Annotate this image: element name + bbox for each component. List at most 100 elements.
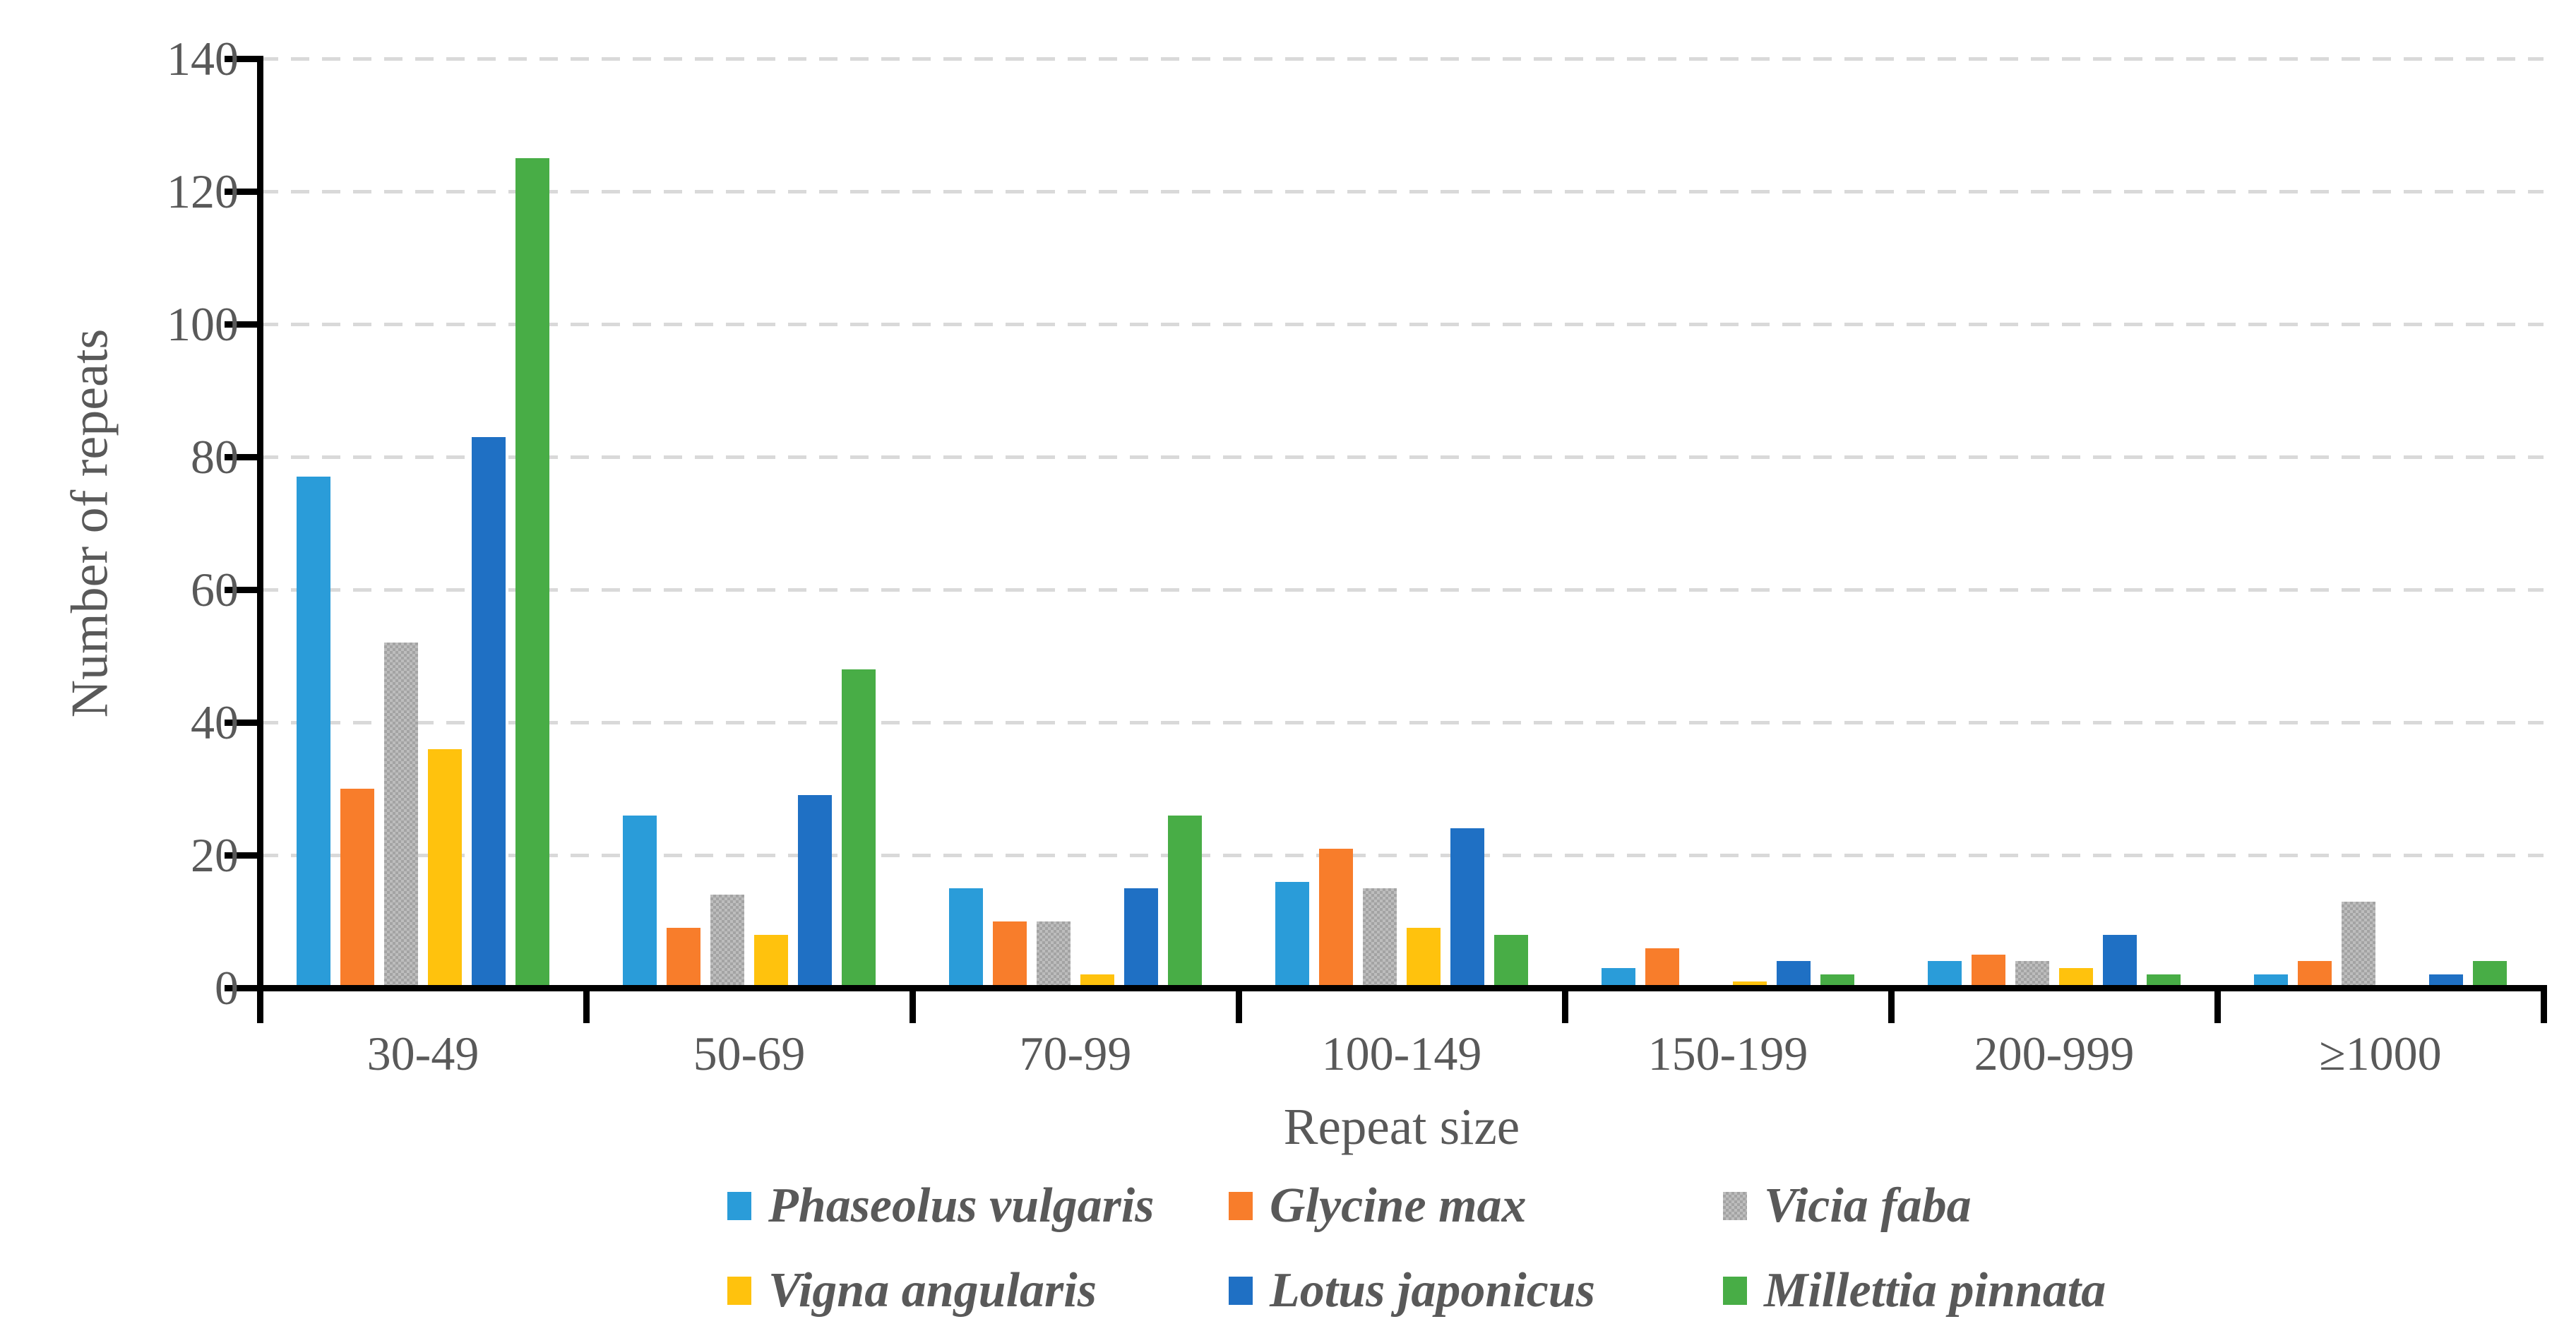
bar-vicia-faba bbox=[1363, 888, 1397, 988]
legend-label: Phaseolus vulgaris bbox=[768, 1178, 1155, 1233]
x-axis-tick bbox=[1235, 988, 1242, 1023]
legend-label: Glycine max bbox=[1270, 1178, 1527, 1233]
bar-vicia-faba bbox=[384, 643, 418, 988]
bar-millettia-pinnata bbox=[2473, 961, 2507, 988]
bar-millettia-pinnata bbox=[515, 158, 549, 988]
bar-vicia-faba bbox=[2015, 961, 2049, 988]
x-axis-title: Repeat size bbox=[1283, 1098, 1520, 1155]
x-axis-tick bbox=[909, 988, 916, 1023]
y-axis-tick-label: 0 bbox=[215, 961, 239, 1015]
y-axis-tick bbox=[225, 586, 257, 593]
bar-group-150-199 bbox=[1565, 59, 1891, 988]
y-axis-tick-label: 100 bbox=[167, 297, 239, 351]
bar-vigna-angularis bbox=[754, 935, 788, 988]
legend-label: Vicia faba bbox=[1764, 1178, 1972, 1233]
bar-millettia-pinnata bbox=[1494, 935, 1528, 988]
bar-lotus-japonicus bbox=[2103, 935, 2137, 988]
y-axis-tick bbox=[225, 719, 257, 726]
y-axis-tick-label: 60 bbox=[191, 563, 239, 616]
bar-lotus-japonicus bbox=[1124, 888, 1158, 988]
y-axis-tick bbox=[225, 55, 257, 62]
gridline-80 bbox=[260, 455, 2544, 459]
x-axis-tick bbox=[2214, 988, 2221, 1023]
bar-vicia-faba bbox=[710, 895, 744, 988]
y-axis-tick bbox=[225, 453, 257, 460]
bar-group-30-49 bbox=[260, 59, 586, 988]
bar-lotus-japonicus bbox=[1777, 961, 1811, 988]
x-axis-tick-label: 50-69 bbox=[693, 1027, 806, 1080]
bar-vigna-angularis bbox=[1407, 928, 1441, 988]
bar-phaseolus-vulgaris bbox=[623, 816, 657, 988]
bar-lotus-japonicus bbox=[2429, 974, 2463, 988]
legend-swatch-lotus-japonicus bbox=[1229, 1277, 1253, 1305]
bar-glycine-max bbox=[1645, 948, 1679, 988]
legend-swatch-vigna-angularis bbox=[727, 1277, 751, 1305]
x-axis-tick-label: 200-999 bbox=[1974, 1027, 2135, 1080]
bar-vigna-angularis bbox=[2059, 968, 2093, 988]
legend-item-vicia-faba: Vicia faba bbox=[1723, 1178, 1972, 1234]
legend-item-phaseolus-vulgaris: Phaseolus vulgaris bbox=[727, 1178, 1155, 1234]
x-axis-tick-label: 70-99 bbox=[1019, 1027, 1132, 1080]
bar-phaseolus-vulgaris bbox=[1602, 968, 1635, 988]
bar-millettia-pinnata bbox=[1168, 816, 1202, 988]
bar-vicia-faba bbox=[1037, 921, 1071, 988]
x-axis-tick-label: ≥1000 bbox=[2319, 1027, 2442, 1080]
bar-lotus-japonicus bbox=[798, 795, 832, 988]
y-axis-tick-label: 120 bbox=[167, 165, 239, 218]
y-axis-tick-label: 40 bbox=[191, 696, 239, 749]
bar-group-200-999 bbox=[1891, 59, 2217, 988]
bar-phaseolus-vulgaris bbox=[1928, 961, 1962, 988]
bar-phaseolus-vulgaris bbox=[1275, 882, 1309, 988]
legend-item-vigna-angularis: Vigna angularis bbox=[727, 1263, 1097, 1319]
y-axis-tick-label: 20 bbox=[191, 828, 239, 882]
bar-glycine-max bbox=[1319, 849, 1353, 988]
legend-item-millettia-pinnata: Millettia pinnata bbox=[1723, 1263, 2106, 1319]
bar-group-100-149 bbox=[1239, 59, 1565, 988]
legend-swatch-glycine-max bbox=[1229, 1192, 1253, 1220]
y-axis-tick-label: 140 bbox=[167, 32, 239, 85]
x-axis-tick bbox=[1888, 988, 1895, 1023]
y-axis-tick bbox=[225, 188, 257, 195]
x-axis-tick-label: 150-199 bbox=[1647, 1027, 1808, 1080]
legend-label: Lotus japonicus bbox=[1270, 1263, 1595, 1318]
gridline-140 bbox=[260, 56, 2544, 61]
bar-phaseolus-vulgaris bbox=[297, 477, 330, 988]
bar-millettia-pinnata bbox=[2147, 974, 2181, 988]
bar-millettia-pinnata bbox=[842, 669, 876, 988]
legend-swatch-phaseolus-vulgaris bbox=[727, 1192, 751, 1220]
bar-glycine-max bbox=[1972, 955, 2005, 988]
bar-group-50-69 bbox=[586, 59, 912, 988]
bar-lotus-japonicus bbox=[1450, 828, 1484, 988]
bar-vigna-angularis bbox=[428, 749, 462, 988]
x-axis-tick bbox=[583, 988, 590, 1023]
x-axis-tick bbox=[256, 988, 263, 1023]
bar-glycine-max bbox=[2298, 961, 2332, 988]
bar-vicia-faba bbox=[2342, 902, 2375, 988]
bar-phaseolus-vulgaris bbox=[949, 888, 983, 988]
y-axis-tick bbox=[225, 852, 257, 859]
bar-glycine-max bbox=[667, 928, 700, 988]
bar-vigna-angularis bbox=[1080, 974, 1114, 988]
gridline-20 bbox=[260, 853, 2544, 857]
gridline-40 bbox=[260, 720, 2544, 724]
bar-phaseolus-vulgaris bbox=[2254, 974, 2288, 988]
y-axis-line bbox=[256, 55, 263, 991]
y-axis-tick bbox=[225, 321, 257, 328]
x-axis-tick-label: 100-149 bbox=[1321, 1027, 1482, 1080]
bar-group-70-99 bbox=[912, 59, 1239, 988]
y-axis-title: Number of repeats bbox=[61, 328, 119, 718]
legend-item-glycine-max: Glycine max bbox=[1229, 1178, 1527, 1234]
legend-swatch-vicia-faba bbox=[1723, 1192, 1747, 1220]
bar-lotus-japonicus bbox=[472, 437, 506, 988]
legend-swatch-millettia-pinnata bbox=[1723, 1277, 1747, 1305]
legend-item-lotus-japonicus: Lotus japonicus bbox=[1229, 1263, 1595, 1319]
x-axis-tick bbox=[1561, 988, 1568, 1023]
gridline-120 bbox=[260, 189, 2544, 193]
bar-glycine-max bbox=[340, 789, 374, 988]
legend-label: Millettia pinnata bbox=[1764, 1263, 2106, 1318]
y-axis-tick bbox=[225, 984, 257, 991]
x-axis-tick-label: 30-49 bbox=[366, 1027, 479, 1080]
legend-label: Vigna angularis bbox=[768, 1263, 1097, 1318]
bar-glycine-max bbox=[993, 921, 1027, 988]
